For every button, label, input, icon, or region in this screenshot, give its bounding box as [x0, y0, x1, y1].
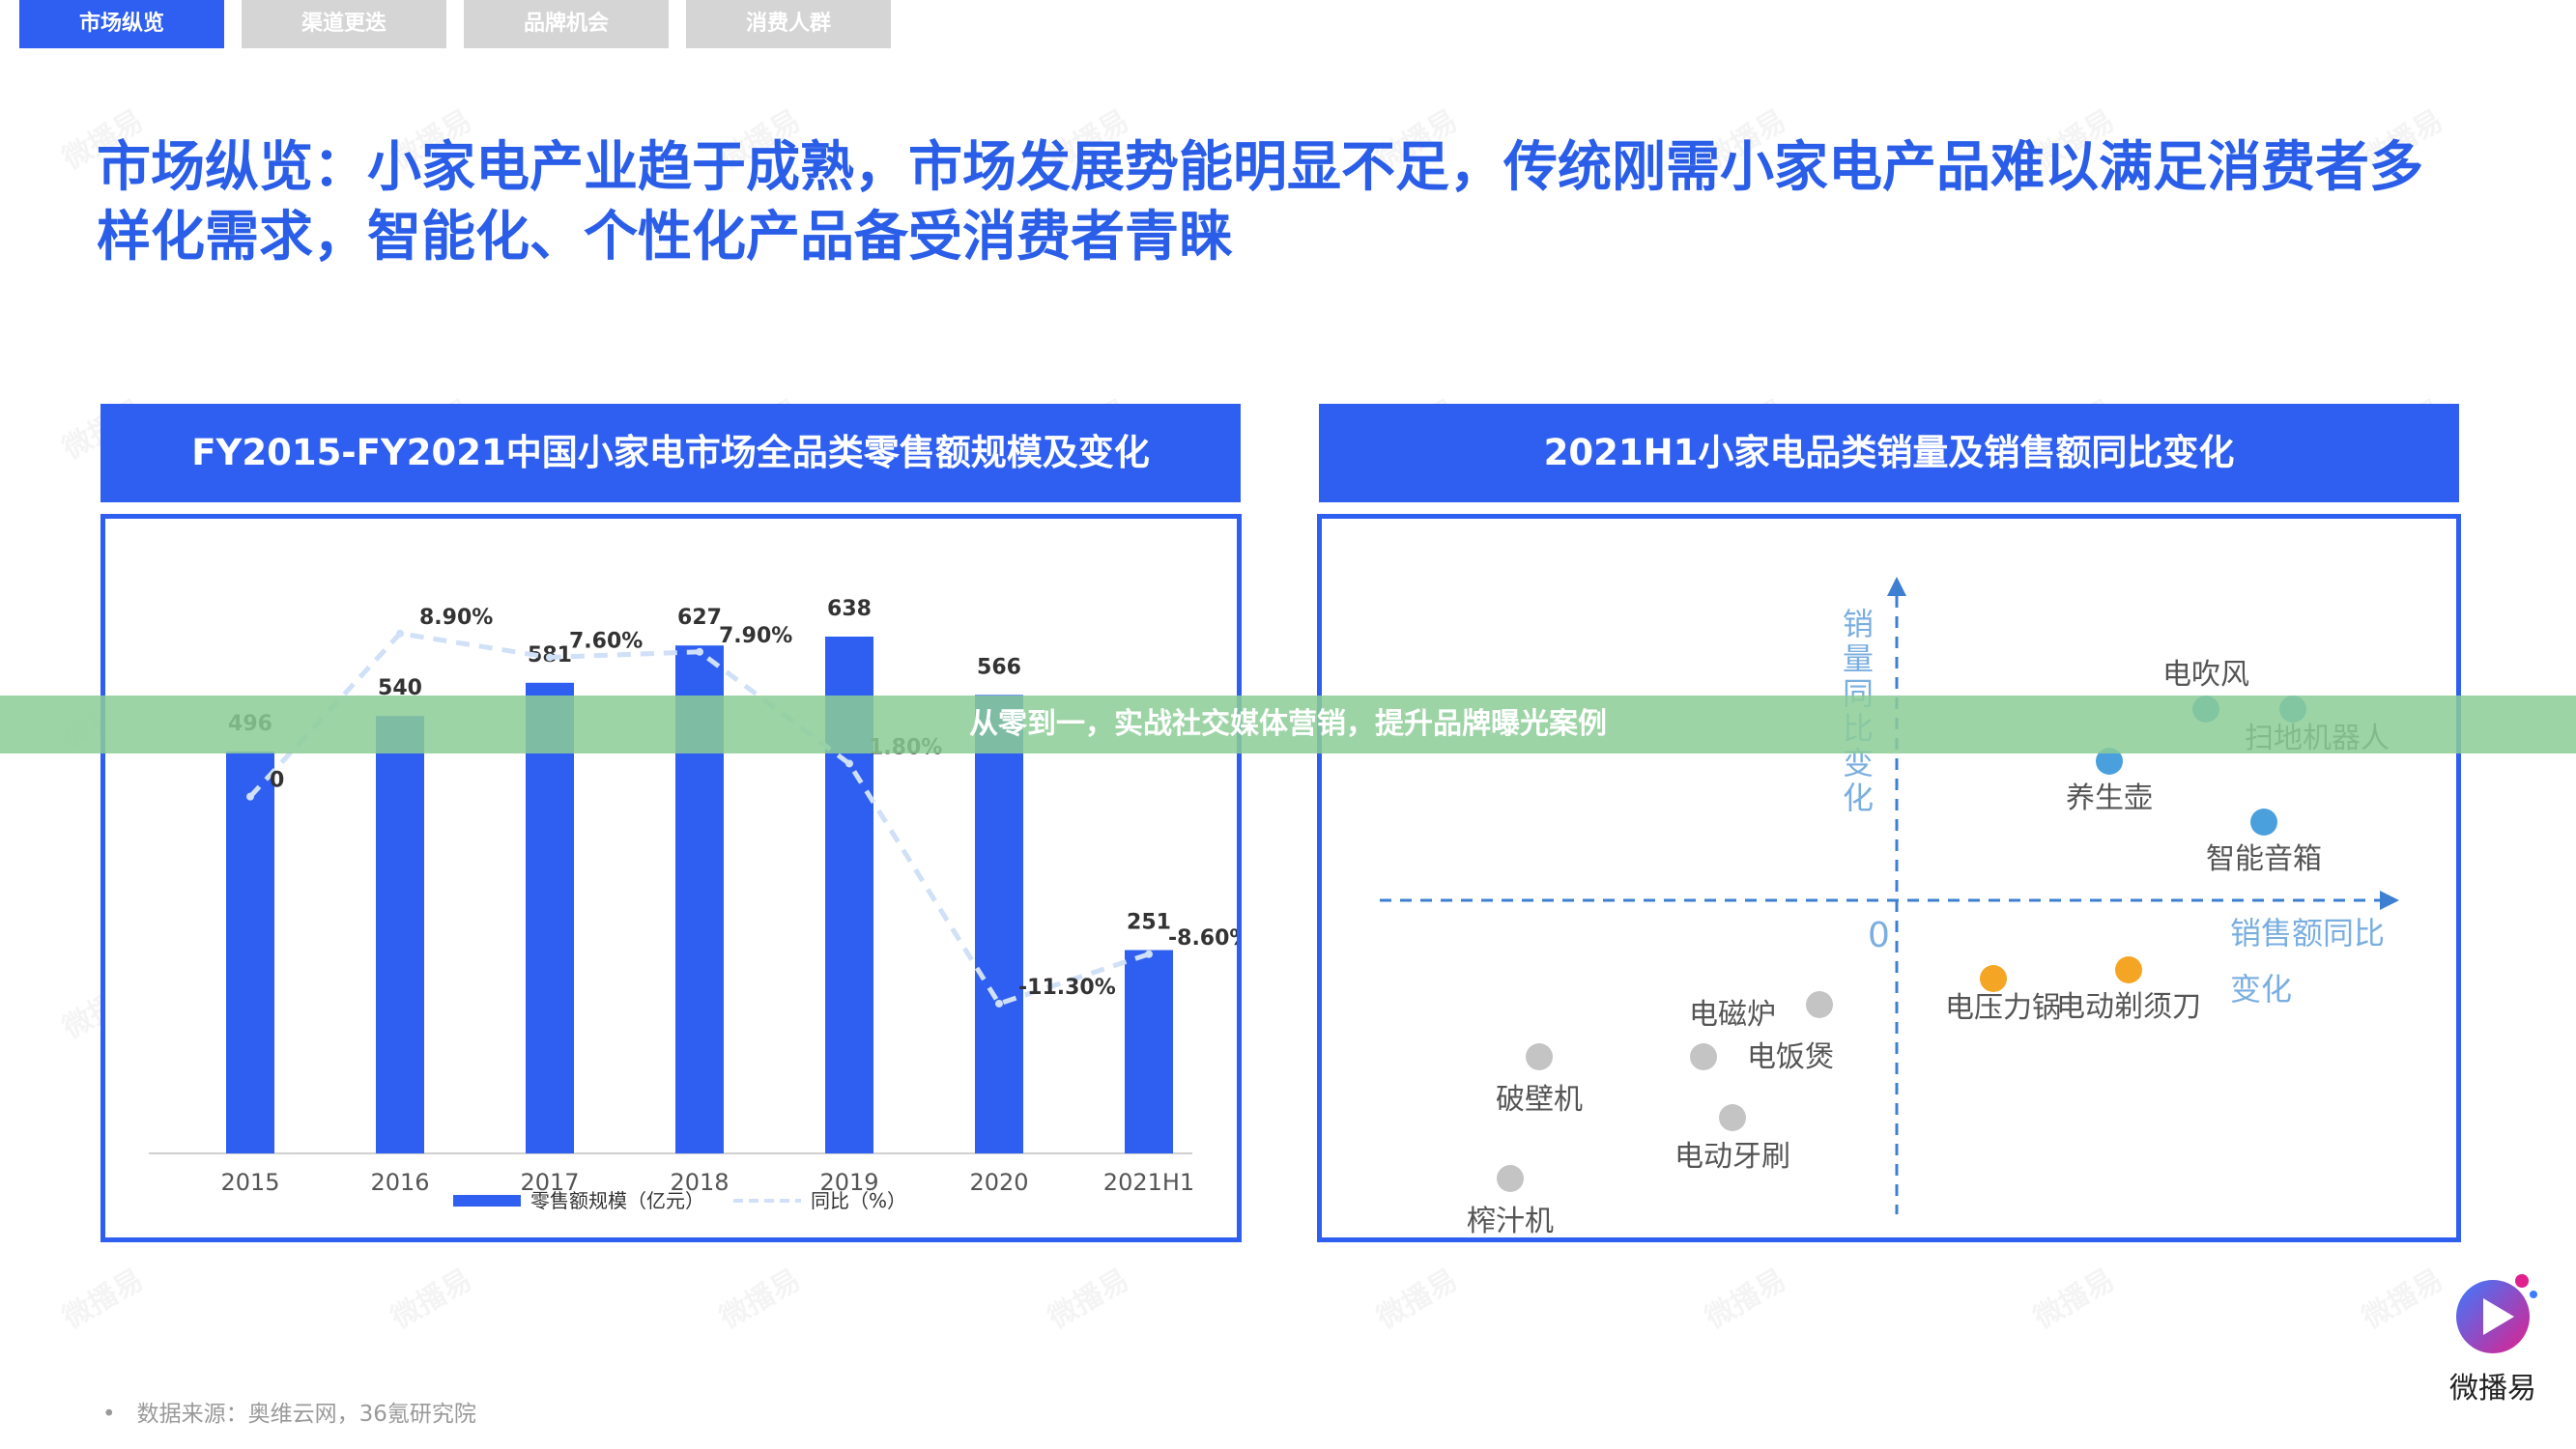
- legend-bar-label: 零售额规模（亿元）: [530, 1189, 704, 1212]
- x-tick-label: 2019: [819, 1169, 878, 1196]
- y-axis-label-char: 化: [1843, 780, 1874, 816]
- yoy-point: [845, 759, 853, 768]
- y-axis-label-char: 量: [1843, 640, 1874, 677]
- tab-market-overview[interactable]: 市场纵览: [19, 0, 224, 48]
- left-panel-title: FY2015-FY2021中国小家电市场全品类零售额规模及变化: [100, 404, 1241, 502]
- yoy-value-label: 7.90%: [719, 624, 792, 648]
- bar-value-label: 566: [977, 655, 1021, 679]
- point-电压力锅: [1980, 965, 2007, 992]
- point-label: 电动牙刷: [1674, 1140, 1790, 1174]
- bar-value-label: 627: [677, 606, 722, 630]
- top-tabs: 市场纵览 渠道更迭 品牌机会 消费人群: [19, 0, 891, 48]
- point-label: 榨汁机: [1467, 1205, 1554, 1237]
- point-电动剃须刀: [2115, 956, 2142, 983]
- yoy-point: [546, 653, 554, 662]
- x-tick-label: 2020: [969, 1169, 1028, 1196]
- yoy-value-label: 7.60%: [569, 629, 643, 653]
- yoy-value-label: -11.30%: [1018, 976, 1116, 1000]
- watermark: 微播易: [53, 1256, 150, 1336]
- yoy-point: [696, 647, 703, 656]
- yoy-point: [1145, 950, 1153, 958]
- x-tick-label: 2018: [670, 1169, 729, 1196]
- tab-channel-change[interactable]: 渠道更迭: [242, 0, 446, 48]
- retail-scale-chart-panel: 4962015540201658120176272018638201956620…: [100, 514, 1242, 1242]
- bar-2016: [376, 716, 424, 1153]
- watermark: 微播易: [2024, 1256, 2121, 1336]
- point-破壁机: [1526, 1043, 1553, 1070]
- watermark: 微播易: [710, 1256, 807, 1336]
- x-tick-label: 2016: [370, 1169, 429, 1196]
- yoy-point: [396, 629, 404, 638]
- watermark: 微播易: [382, 1256, 478, 1336]
- point-榨汁机: [1497, 1165, 1524, 1192]
- point-label: 电动剃须刀: [2056, 990, 2201, 1024]
- x-tick-label: 2017: [520, 1169, 579, 1196]
- source-footnote: • 数据来源：奥维云网，36氪研究院: [102, 1395, 476, 1428]
- point-智能音箱: [2250, 809, 2277, 836]
- bar-value-label: 251: [1127, 911, 1171, 935]
- tab-consumer-group[interactable]: 消费人群: [686, 0, 891, 48]
- x-tick-label: 2021H1: [1103, 1169, 1194, 1196]
- bar-2020: [975, 695, 1023, 1153]
- bar-2015: [226, 752, 274, 1153]
- watermark: 微播易: [1696, 1256, 1792, 1336]
- point-label: 电吹风: [2162, 658, 2249, 692]
- origin-label: 0: [1868, 916, 1890, 955]
- legend-line-label: 同比（%）: [811, 1189, 906, 1212]
- bar-value-label: 638: [827, 597, 872, 621]
- point-电动牙刷: [1719, 1104, 1746, 1131]
- retail-scale-chart: 4962015540201658120176272018638201956620…: [149, 597, 1237, 1212]
- overlay-banner: 从零到一，实战社交媒体营销，提升品牌曝光案例: [0, 696, 2576, 753]
- yoy-value-label: -8.60%: [1168, 926, 1237, 951]
- play-logo-icon: [2456, 1274, 2537, 1353]
- source-text: 数据来源：奥维云网，36氪研究院: [136, 1402, 476, 1427]
- category-yoy-quadrant: 0销量同比变化销售额同比变化电吹风扫地机器人养生壶智能音箱电压力锅电动剃须刀电磁…: [1380, 577, 2399, 1237]
- point-电饭煲: [1690, 1043, 1717, 1070]
- point-养生壶: [2096, 748, 2123, 775]
- watermark: 微播易: [1367, 1256, 1464, 1336]
- yoy-value-label: 0: [270, 769, 284, 793]
- page-headline: 市场纵览：小家电产业趋于成熟，市场发展势能明显不足，传统刚需小家电产品难以满足消…: [97, 136, 2423, 269]
- right-panel-title: 2021H1小家电品类销量及销售额同比变化: [1319, 404, 2459, 502]
- category-yoy-quadrant-panel: 0销量同比变化销售额同比变化电吹风扫地机器人养生壶智能音箱电压力锅电动剃须刀电磁…: [1317, 514, 2461, 1242]
- point-label: 智能音箱: [2206, 842, 2322, 876]
- x-axis-label-line2: 变化: [2230, 971, 2292, 1008]
- point-label: 破壁机: [1496, 1083, 1583, 1117]
- point-label: 电磁炉: [1689, 998, 1776, 1032]
- y-axis-arrow: [1887, 577, 1906, 596]
- point-label: 养生壶: [2066, 781, 2153, 815]
- x-tick-label: 2015: [220, 1169, 279, 1196]
- point-label: 电饭煲: [1747, 1040, 1834, 1074]
- point-label: 电压力锅: [1945, 991, 2061, 1025]
- brand-logo: 微播易: [2435, 1264, 2551, 1406]
- watermark: 微播易: [1039, 1256, 1135, 1336]
- tab-brand-opportunity[interactable]: 品牌机会: [464, 0, 669, 48]
- x-axis-label-line1: 销售额同比: [2230, 915, 2385, 952]
- y-axis-label-char: 销: [1843, 606, 1874, 642]
- bar-2017: [526, 682, 574, 1153]
- footnote-bullet: •: [102, 1402, 116, 1427]
- yoy-value-label: 8.90%: [419, 606, 493, 630]
- yoy-point: [246, 792, 254, 801]
- point-电磁炉: [1806, 991, 1833, 1018]
- brand-name: 微播易: [2449, 1372, 2536, 1406]
- bar-2021H1: [1125, 950, 1173, 1153]
- legend-bar-swatch: [453, 1195, 521, 1207]
- yoy-point: [995, 999, 1003, 1008]
- x-axis-arrow: [2380, 891, 2399, 910]
